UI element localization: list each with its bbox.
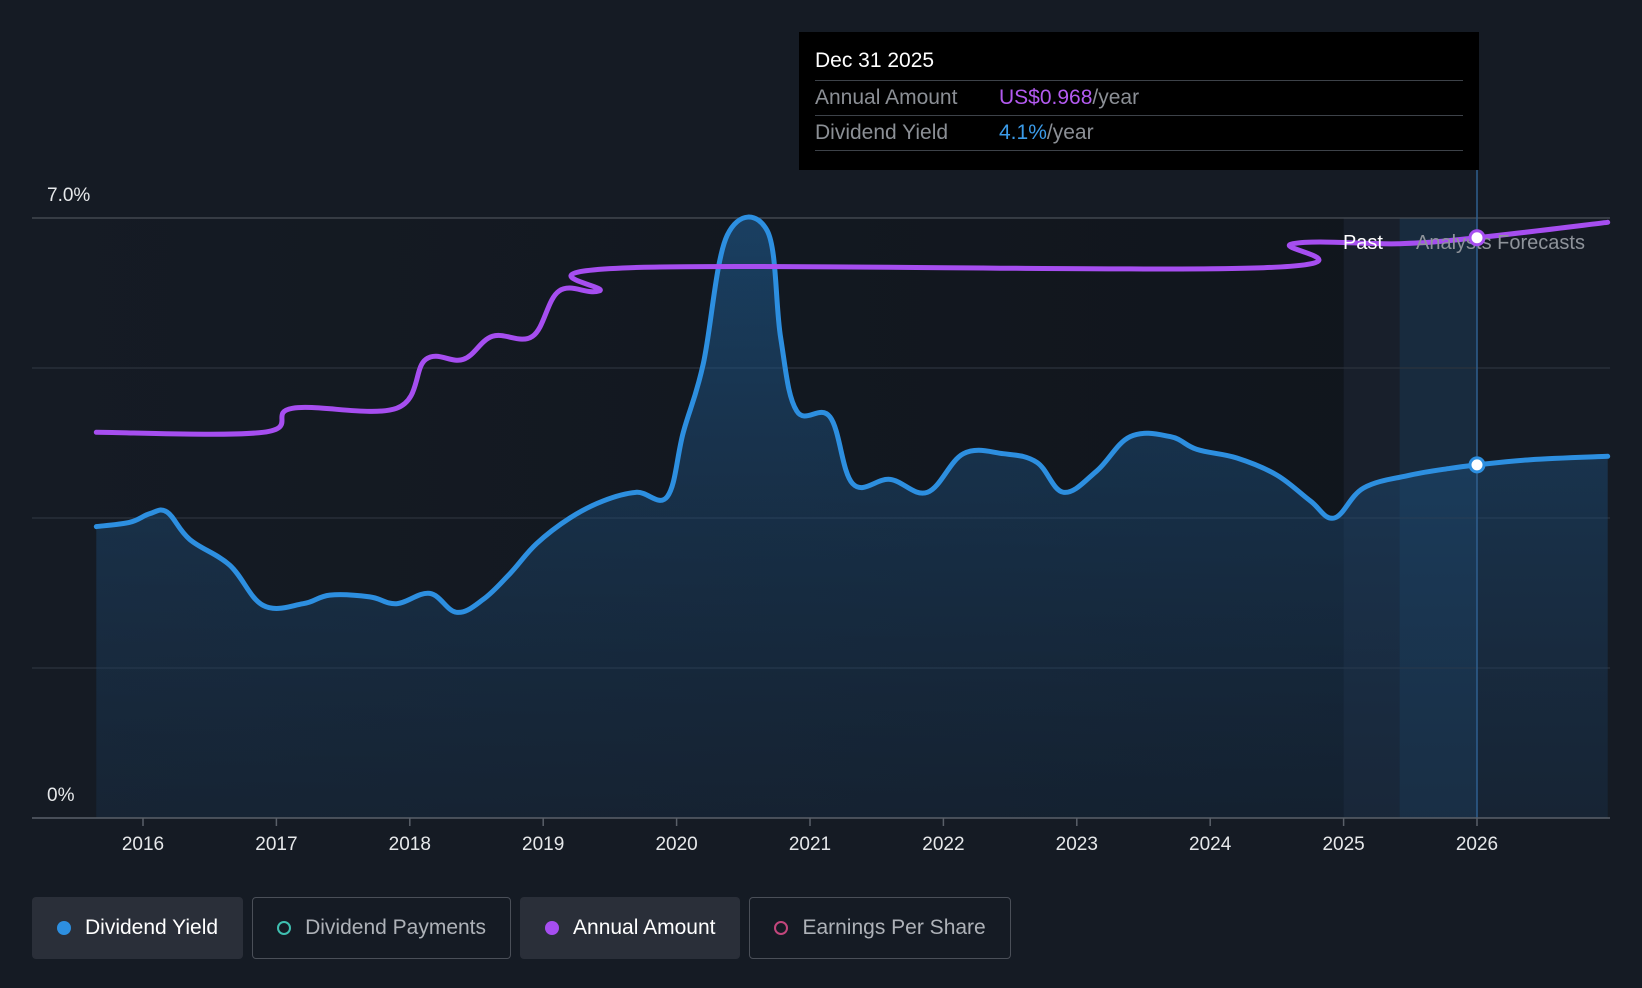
x-tick-label: 2017 (255, 834, 297, 855)
y-axis-max-label: 7.0% (47, 185, 90, 206)
x-tick-label: 2026 (1456, 834, 1498, 855)
x-tick-label: 2016 (122, 834, 164, 855)
tooltip-amount-label: Annual Amount (815, 86, 958, 109)
legend-dividend-payments[interactable]: Dividend Payments (252, 897, 512, 959)
past-label: Past (1343, 232, 1383, 254)
tooltip-yield-value: 4.1% (999, 121, 1047, 144)
x-tick-label: 2019 (522, 834, 564, 855)
annual-amount-dot-icon (545, 921, 560, 935)
earnings-per-share-ring-icon (774, 921, 789, 935)
legend-dividend-yield[interactable]: Dividend Yield (32, 897, 244, 959)
legend-annual-amount-label: Annual Amount (573, 916, 716, 939)
x-tick-label: 2020 (655, 834, 697, 855)
dividend-yield-line (93, 214, 1611, 615)
chart-tooltip: Dec 31 2025 Annual Amount US$0.968 /year… (799, 32, 1479, 170)
x-tick-label: 2018 (389, 834, 431, 855)
x-axis: 2016 2017 2018 2019 2020 2021 2022 2023 2024 2025… (122, 818, 1498, 855)
tooltip-yield-row: Dividend Yield 4.1% /year (815, 116, 1463, 151)
x-tick-label: 2023 (1056, 834, 1098, 855)
dividend-chart: 2016 2017 2018 2019 2020 2021 2022 2023 2024 2025… (32, 32, 1611, 855)
tooltip-amount-value: US$0.968 (999, 86, 1093, 109)
dividend-yield-dot-icon (57, 921, 71, 935)
x-tick-label: 2025 (1322, 834, 1364, 855)
tooltip-amount-unit: /year (1092, 86, 1140, 109)
tooltip-amount-row: Annual Amount US$0.968 /year (815, 81, 1463, 116)
tooltip-yield-unit: /year (1046, 121, 1094, 144)
legend-earnings-per-share[interactable]: Earnings Per Share (749, 897, 1011, 959)
chart-svg: 2016 2017 2018 2019 2020 2021 2022 2023 2024 2025… (32, 170, 1611, 855)
annual-amount-marker[interactable] (1468, 229, 1486, 247)
dividend-yield-area (96, 217, 1608, 818)
tooltip-yield-label: Dividend Yield (815, 121, 949, 144)
legend-earnings-per-share-label: Earnings Per Share (802, 916, 986, 939)
forecast-label: Analysts Forecasts (1416, 232, 1585, 254)
dividend-yield-marker[interactable] (1468, 456, 1486, 474)
x-tick-label: 2021 (789, 834, 831, 855)
dividend-payments-ring-icon (277, 921, 292, 935)
x-tick-label: 2022 (922, 834, 964, 855)
chart-legend: Dividend Yield Dividend Payments Annual … (32, 897, 1020, 961)
legend-dividend-payments-label: Dividend Payments (305, 916, 487, 939)
legend-annual-amount[interactable]: Annual Amount (520, 897, 741, 959)
tooltip-date: Dec 31 2025 (815, 46, 1463, 81)
x-tick-label: 2024 (1189, 834, 1232, 855)
y-axis-min-label: 0% (47, 785, 75, 806)
legend-dividend-yield-label: Dividend Yield (85, 916, 219, 939)
annual-amount-line (93, 219, 1611, 437)
